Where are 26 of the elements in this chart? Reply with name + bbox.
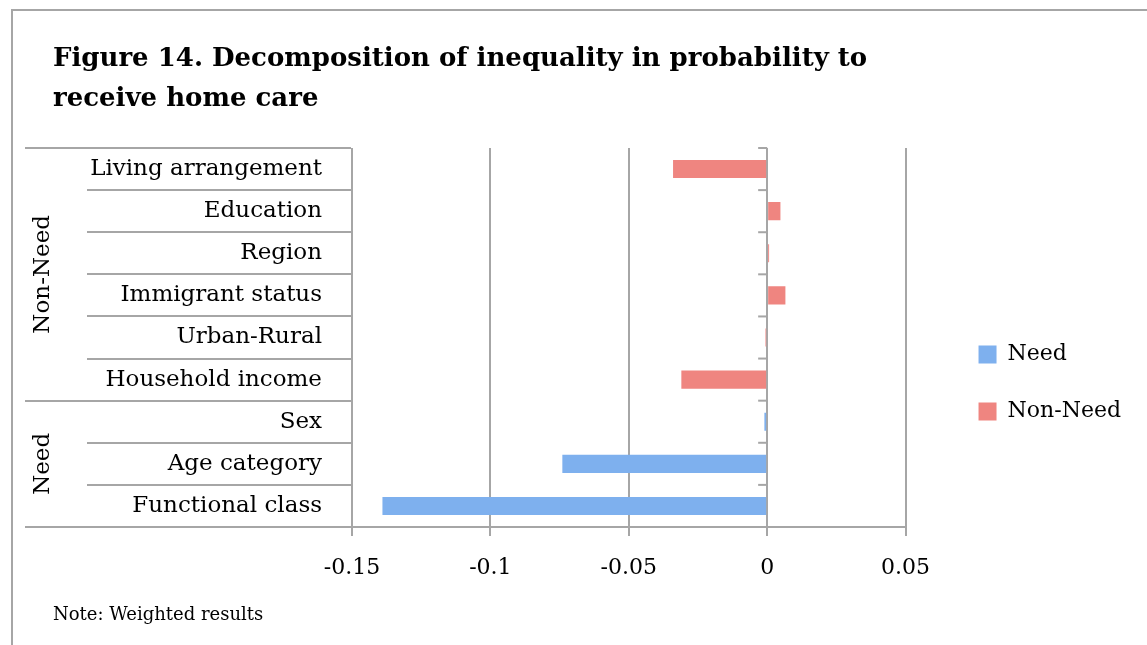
text: Non-Need (27, 215, 54, 334)
x-tick-label: -0.05 (600, 553, 657, 579)
legend-label: Non-Need (1007, 397, 1122, 423)
y-tick-label: Immigrant status (120, 280, 322, 307)
y-tick-label: Functional class (132, 490, 322, 517)
bar (768, 202, 781, 221)
x-tick-label: -0.15 (323, 553, 381, 579)
x-tick-label: -0.1 (469, 553, 512, 579)
y-tick-label: Region (240, 238, 323, 265)
y-tick-label: Age category (166, 448, 322, 475)
bar (673, 160, 767, 179)
y-tick-label: Sex (279, 406, 323, 433)
x-tick-label: 0.05 (881, 553, 931, 579)
y-tick-label: Living arrangement (90, 154, 323, 181)
text: Note: Weighted results (53, 603, 264, 624)
bar (382, 496, 767, 515)
y-tick-label: Education (203, 196, 323, 223)
y-tick-label: Urban-Rural (176, 322, 322, 349)
text: Need (27, 432, 54, 495)
bar (562, 454, 767, 473)
bar (768, 286, 786, 305)
bar (681, 370, 767, 389)
y-tick-label: Household income (105, 364, 322, 391)
x-tick-label: 0 (760, 553, 775, 579)
chart-title: Figure 14. Decomposition of inequality in probability to receive home care (53, 41, 869, 114)
legend-label: Need (1007, 340, 1067, 366)
